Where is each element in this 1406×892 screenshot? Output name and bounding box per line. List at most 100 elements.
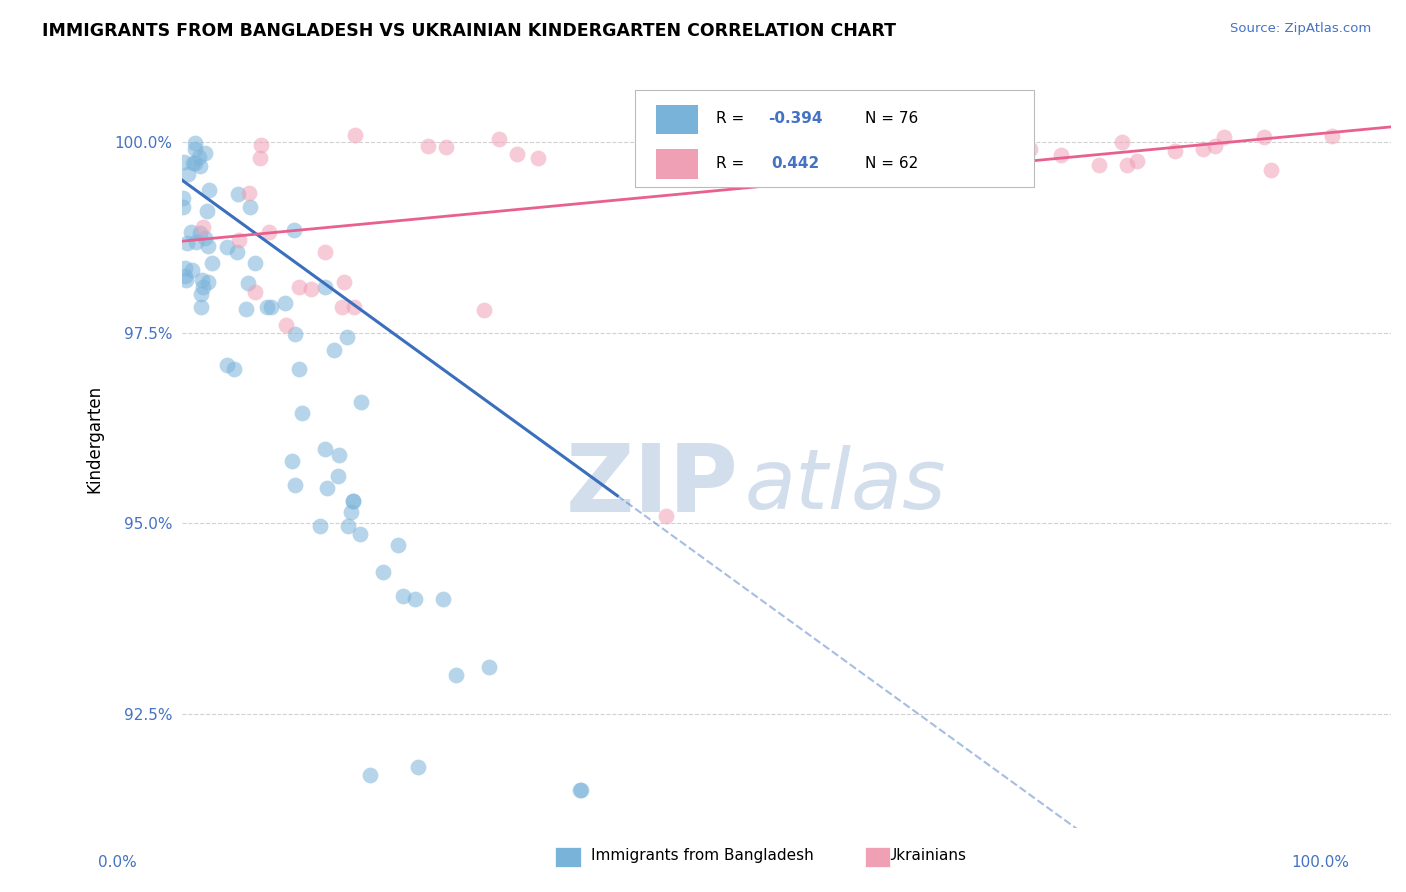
Point [444, 668, 467, 682]
Point [1050, 147, 1073, 161]
Text: IMMIGRANTS FROM BANGLADESH VS UKRAINIAN KINDERGARTEN CORRELATION CHART: IMMIGRANTS FROM BANGLADESH VS UKRAINIAN … [42, 22, 896, 40]
Point [257, 225, 280, 239]
Point [330, 301, 353, 315]
Point [225, 245, 247, 260]
Point [1213, 130, 1236, 145]
Text: R =: R = [717, 112, 749, 126]
Text: R =: R = [717, 156, 749, 171]
Point [256, 300, 278, 314]
Point [488, 132, 510, 146]
Point [654, 508, 676, 523]
FancyBboxPatch shape [657, 149, 699, 179]
Point [349, 526, 371, 541]
Point [404, 592, 426, 607]
Point [191, 280, 214, 294]
Point [215, 359, 238, 373]
FancyBboxPatch shape [657, 104, 699, 134]
Point [288, 280, 311, 294]
Point [194, 231, 217, 245]
Point [568, 782, 591, 797]
Point [188, 159, 211, 173]
Point [342, 494, 364, 508]
Point [283, 223, 305, 237]
Point [815, 152, 838, 166]
Point [172, 191, 194, 205]
Point [243, 285, 266, 299]
Point [183, 142, 205, 156]
Point [316, 481, 339, 495]
Text: -0.394: -0.394 [769, 112, 823, 126]
Point [1191, 142, 1213, 156]
Point [173, 155, 195, 169]
Point [1205, 139, 1227, 153]
Point [190, 300, 212, 314]
Text: 100.0%: 100.0% [1292, 855, 1350, 870]
Text: Ukrainians: Ukrainians [886, 848, 967, 863]
Point [948, 146, 970, 161]
Point [291, 406, 314, 420]
Point [180, 225, 202, 239]
FancyBboxPatch shape [636, 89, 1035, 186]
Point [792, 164, 814, 178]
Point [432, 592, 454, 607]
Point [897, 153, 920, 168]
Point [1260, 162, 1282, 177]
Point [243, 256, 266, 270]
Point [1116, 158, 1139, 172]
Point [174, 261, 197, 276]
Y-axis label: Kindergarten: Kindergarten [86, 385, 103, 493]
Text: 0.442: 0.442 [770, 156, 820, 171]
Point [217, 240, 239, 254]
Point [314, 245, 336, 260]
Point [177, 167, 200, 181]
Point [323, 343, 346, 357]
Point [288, 361, 311, 376]
Point [1253, 130, 1275, 145]
Point [190, 286, 212, 301]
Point [651, 153, 673, 168]
Point [336, 519, 359, 533]
Point [342, 494, 364, 508]
Point [188, 150, 211, 164]
Point [191, 272, 214, 286]
Point [186, 235, 208, 250]
Point [174, 273, 197, 287]
Text: Source: ZipAtlas.com: Source: ZipAtlas.com [1230, 22, 1371, 36]
Point [866, 129, 889, 144]
Point [197, 239, 219, 253]
Point [526, 151, 548, 165]
Point [1320, 128, 1343, 143]
Point [239, 200, 262, 214]
Point [478, 659, 501, 673]
Point [188, 226, 211, 240]
Point [260, 301, 283, 315]
Point [181, 156, 204, 170]
Point [235, 301, 257, 316]
Point [195, 204, 218, 219]
Point [328, 448, 350, 462]
Text: ZIP: ZIP [565, 440, 738, 532]
Point [970, 137, 993, 152]
Text: N = 76: N = 76 [865, 112, 918, 126]
Point [1088, 158, 1111, 172]
Point [238, 186, 260, 201]
Point [748, 143, 770, 157]
Point [1004, 133, 1026, 147]
Point [280, 453, 302, 467]
Point [191, 219, 214, 234]
Point [387, 538, 409, 552]
Point [222, 362, 245, 376]
Point [274, 318, 297, 333]
Point [226, 187, 249, 202]
Point [194, 146, 217, 161]
Point [569, 782, 592, 797]
Point [392, 589, 415, 603]
Point [326, 469, 349, 483]
Point [174, 269, 197, 284]
Point [236, 276, 259, 290]
Point [201, 255, 224, 269]
Point [314, 442, 336, 456]
Point [1125, 153, 1147, 168]
Point [350, 394, 373, 409]
Point [333, 275, 356, 289]
